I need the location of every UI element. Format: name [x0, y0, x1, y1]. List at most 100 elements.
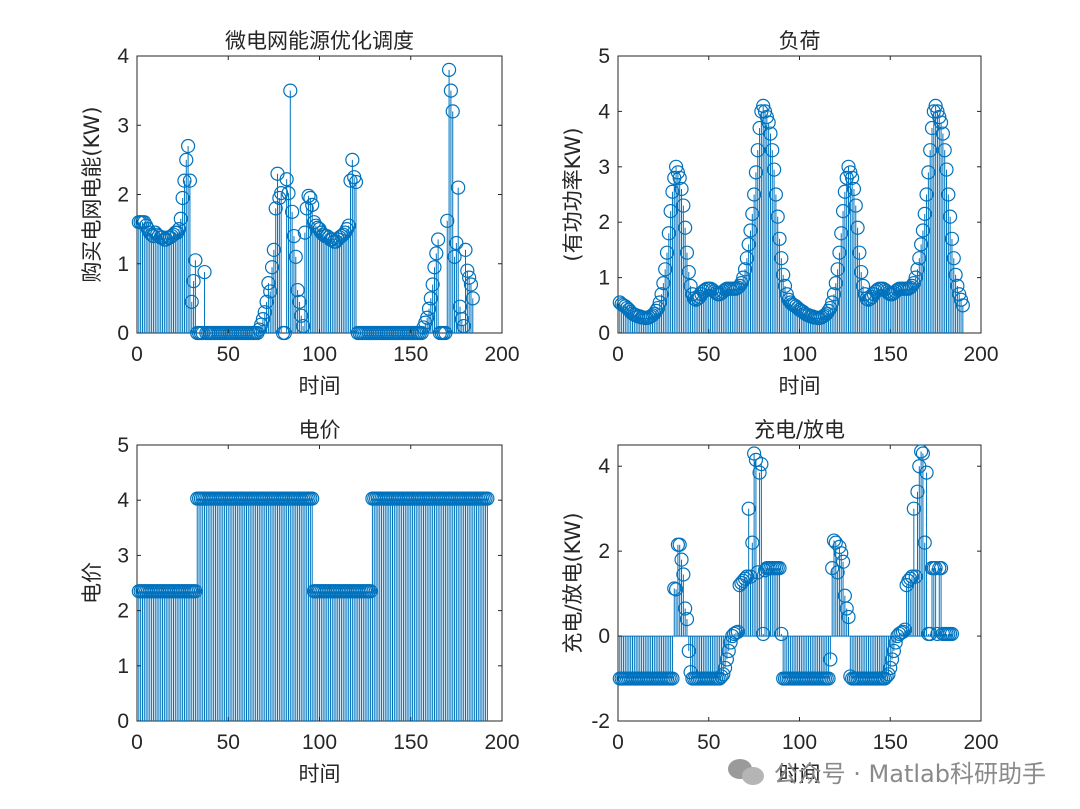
stem-marker: [286, 228, 302, 244]
stem-marker: [679, 245, 695, 260]
stem-marker: [678, 220, 693, 235]
stem-marker: [845, 170, 860, 185]
stem-marker: [953, 292, 969, 307]
x-tick-label: 200: [484, 731, 519, 754]
stem-marker: [908, 569, 923, 584]
watermark: 公众号 · Matlab科研助手: [727, 754, 1046, 789]
stem-marker: [765, 143, 780, 158]
x-tick-label: 0: [612, 343, 624, 366]
stem-marker: [679, 611, 695, 627]
stem-marker: [465, 291, 480, 306]
watermark-text: 公众号 · Matlab科研助手: [773, 760, 1046, 788]
stem-marker: [854, 264, 869, 280]
stem-marker: [292, 294, 307, 309]
stem-marker: [259, 294, 274, 309]
x-tick-label: 50: [697, 731, 720, 754]
stem-series: [131, 62, 480, 341]
stem-marker: [848, 198, 863, 213]
stem-marker: [741, 237, 756, 252]
x-tick-label: 0: [131, 343, 143, 366]
stem-marker: [480, 491, 495, 506]
stem-marker: [919, 465, 934, 480]
stem-marker: [741, 501, 756, 516]
stem-marker: [843, 165, 858, 180]
stem-marker: [650, 300, 666, 316]
stem-marker: [850, 220, 865, 235]
stem-marker: [279, 172, 294, 187]
y-axis-label: 购买电网电能(KW): [80, 106, 104, 282]
stem-marker: [839, 601, 854, 616]
stem-marker: [717, 660, 733, 676]
stem-marker: [179, 152, 194, 167]
stem-marker: [148, 225, 163, 240]
stem-marker: [939, 162, 954, 177]
y-tick-label: 2: [598, 211, 610, 234]
stem-marker: [297, 225, 312, 240]
stem-marker: [730, 624, 745, 639]
stem-marker: [837, 184, 852, 199]
stem-marker: [917, 535, 932, 550]
x-tick-label: 100: [782, 731, 817, 754]
stem-marker: [414, 325, 429, 341]
stem-marker: [255, 312, 271, 327]
stem-marker: [676, 567, 691, 582]
stem-marker: [690, 291, 705, 306]
stem-marker: [290, 282, 305, 298]
stem-marker: [946, 251, 961, 266]
x-tick-label: 100: [302, 731, 337, 754]
stem-marker: [274, 186, 289, 201]
x-tick-label: 150: [873, 343, 908, 366]
stem-marker: [914, 237, 929, 252]
stem-marker: [305, 197, 320, 212]
stem-marker: [683, 278, 698, 294]
stem-marker: [665, 671, 680, 686]
stem-marker: [777, 278, 793, 294]
chart-title: 充电/放电: [754, 418, 845, 442]
stem-marker: [277, 325, 292, 341]
stem-marker: [670, 165, 685, 180]
stem-marker: [821, 671, 836, 686]
y-tick-label: 3: [117, 544, 129, 567]
stem-marker: [454, 312, 469, 327]
stem-marker: [618, 299, 633, 314]
stem-marker: [429, 246, 444, 261]
stem-marker: [303, 190, 318, 206]
stem-marker: [921, 165, 936, 180]
y-tick-label: 4: [117, 489, 129, 512]
stem-marker: [281, 186, 296, 201]
wechat-icon: [727, 757, 766, 787]
stem-marker: [915, 223, 931, 238]
stem-marker: [817, 308, 833, 323]
stem-marker: [257, 305, 272, 320]
stem-marker: [458, 242, 473, 257]
stem-marker: [443, 83, 458, 98]
y-tick-label: 0: [117, 322, 129, 345]
stem-marker: [672, 170, 687, 185]
stem-marker: [955, 298, 970, 313]
stem-marker: [825, 561, 840, 576]
stem-marker: [301, 188, 316, 203]
stem-marker: [748, 165, 764, 180]
x-tick-label: 150: [873, 731, 908, 754]
stem-marker: [332, 230, 347, 245]
stem-series: [612, 98, 970, 333]
stem-marker: [834, 546, 849, 561]
y-tick-label: 4: [598, 100, 610, 123]
x-axis-label: 时间: [299, 374, 341, 398]
stem-marker: [923, 143, 938, 158]
stem-marker: [295, 318, 311, 334]
stem-marker: [825, 295, 840, 310]
stem-marker: [659, 245, 675, 260]
stem-marker: [786, 298, 802, 313]
stem-marker: [759, 109, 774, 125]
stem-marker: [908, 270, 923, 285]
stem-marker: [668, 582, 684, 597]
stem-marker: [756, 98, 771, 113]
stem-marker: [719, 652, 735, 667]
stem-marker: [727, 626, 742, 642]
stem-marker: [736, 573, 751, 588]
stem-marker: [863, 291, 878, 306]
stem-marker: [288, 249, 303, 264]
stem-marker: [915, 446, 931, 461]
